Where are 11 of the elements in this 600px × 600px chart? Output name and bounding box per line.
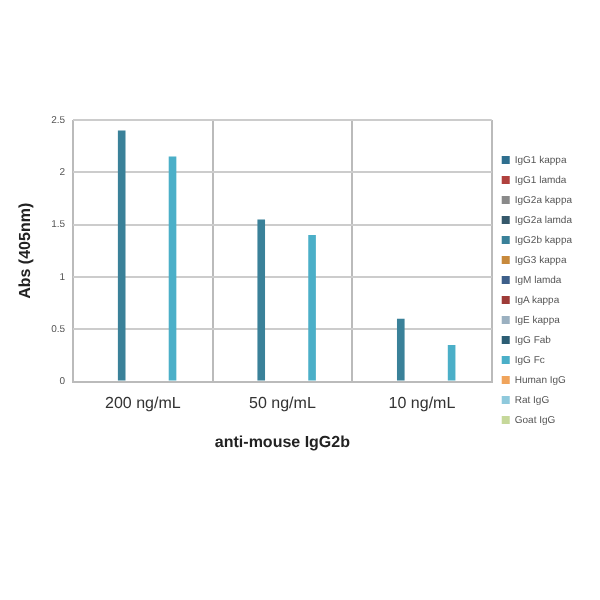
bar	[308, 235, 316, 381]
x-tick-label: 200 ng/mL	[105, 393, 182, 412]
bar	[117, 130, 126, 381]
y-axis-title: Abs (405nm)	[16, 202, 35, 299]
bar	[447, 344, 456, 381]
bar	[168, 156, 177, 381]
bar	[257, 219, 266, 381]
bar	[396, 318, 405, 381]
x-axis-title: anti-mouse IgG2b	[214, 432, 351, 451]
x-tick-label: 50 ng/mL	[249, 393, 317, 412]
x-tick-label: 10 ng/mL	[388, 393, 457, 412]
